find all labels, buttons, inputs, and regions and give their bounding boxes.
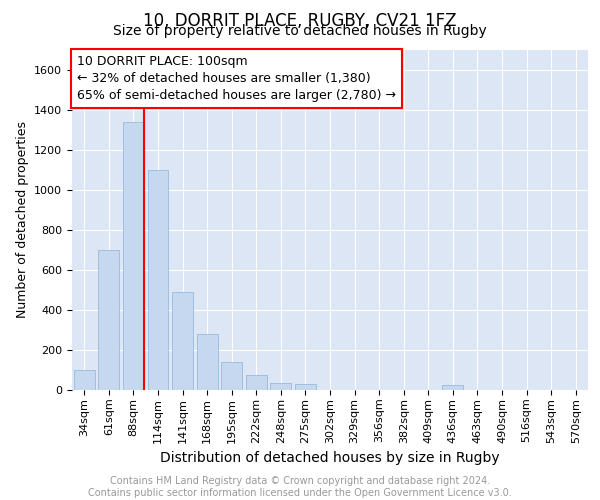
Bar xyxy=(221,362,242,390)
X-axis label: Distribution of detached houses by size in Rugby: Distribution of detached houses by size … xyxy=(160,451,500,465)
Bar xyxy=(74,370,95,390)
Bar xyxy=(197,334,218,390)
Y-axis label: Number of detached properties: Number of detached properties xyxy=(16,122,29,318)
Bar xyxy=(123,122,144,390)
Bar xyxy=(98,250,119,390)
Bar xyxy=(172,292,193,390)
Bar xyxy=(246,375,267,390)
Text: 10, DORRIT PLACE, RUGBY, CV21 1FZ: 10, DORRIT PLACE, RUGBY, CV21 1FZ xyxy=(143,12,457,30)
Text: Size of property relative to detached houses in Rugby: Size of property relative to detached ho… xyxy=(113,24,487,38)
Bar xyxy=(442,385,463,390)
Text: 10 DORRIT PLACE: 100sqm
← 32% of detached houses are smaller (1,380)
65% of semi: 10 DORRIT PLACE: 100sqm ← 32% of detache… xyxy=(77,55,396,102)
Bar xyxy=(295,384,316,390)
Text: Contains HM Land Registry data © Crown copyright and database right 2024.
Contai: Contains HM Land Registry data © Crown c… xyxy=(88,476,512,498)
Bar xyxy=(148,170,169,390)
Bar xyxy=(271,383,292,390)
